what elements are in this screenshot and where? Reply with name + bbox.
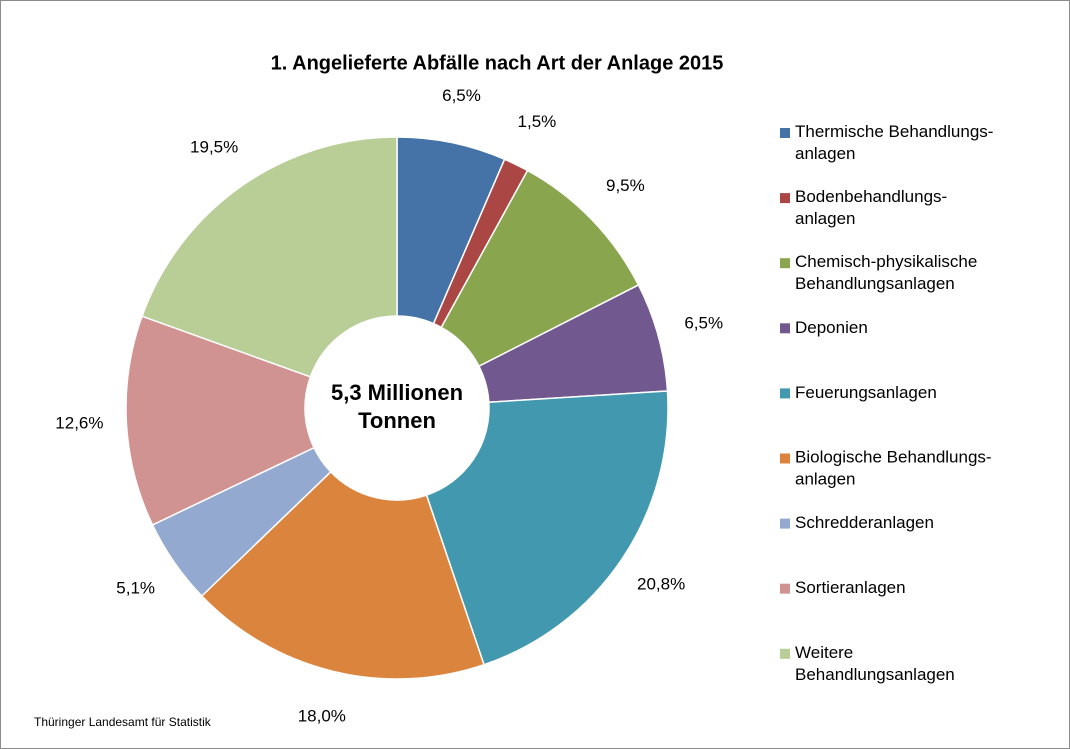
legend-swatch — [780, 648, 790, 659]
legend-swatch — [780, 388, 790, 399]
legend-label: Chemisch-physikalische Behandlungsanlagen — [795, 253, 977, 294]
legend-swatch — [780, 323, 790, 334]
legend-swatch — [780, 453, 790, 464]
legend-swatch — [780, 128, 790, 138]
data-label: 9,5% — [606, 176, 645, 195]
data-label: 12,6% — [55, 413, 103, 432]
chart-title: 1. Angelieferte Abfälle nach Art der Anl… — [271, 52, 724, 74]
legend-swatch — [780, 193, 790, 204]
data-label: 5,1% — [116, 579, 155, 598]
data-label: 6,5% — [442, 86, 481, 105]
slice — [125, 315, 316, 526]
legend-label: Biologische Behandlungs-anlagen — [795, 448, 992, 489]
data-label: 20,8% — [637, 575, 685, 594]
source: Thüringer Landesamt für Statistik — [34, 715, 212, 729]
legend-label: Bodenbehandlungs-anlagen — [795, 188, 947, 229]
legend-label: Schredderanlagen — [795, 513, 934, 532]
slice — [200, 470, 485, 680]
legend-label: Thermische Behandlungs-anlagen — [795, 122, 993, 163]
slice — [141, 136, 398, 378]
slice — [440, 169, 640, 368]
legend-label: Sortieranlagen — [795, 578, 906, 597]
legend-label: Feuerungsanlagen — [795, 383, 937, 402]
center-label: 5,3 Millionen Tonnen — [331, 380, 463, 433]
data-label: 19,5% — [190, 137, 238, 156]
slice — [425, 390, 669, 666]
legend-swatch — [780, 583, 790, 594]
data-label: 6,5% — [684, 314, 723, 333]
data-label: 1,5% — [518, 112, 557, 131]
legend-swatch — [780, 518, 790, 529]
legend-label: Weitere Behandlungsanlagen — [795, 643, 955, 684]
data-label: 18,0% — [298, 706, 346, 725]
legend-swatch — [780, 258, 790, 269]
legend-label: Deponien — [795, 318, 868, 337]
